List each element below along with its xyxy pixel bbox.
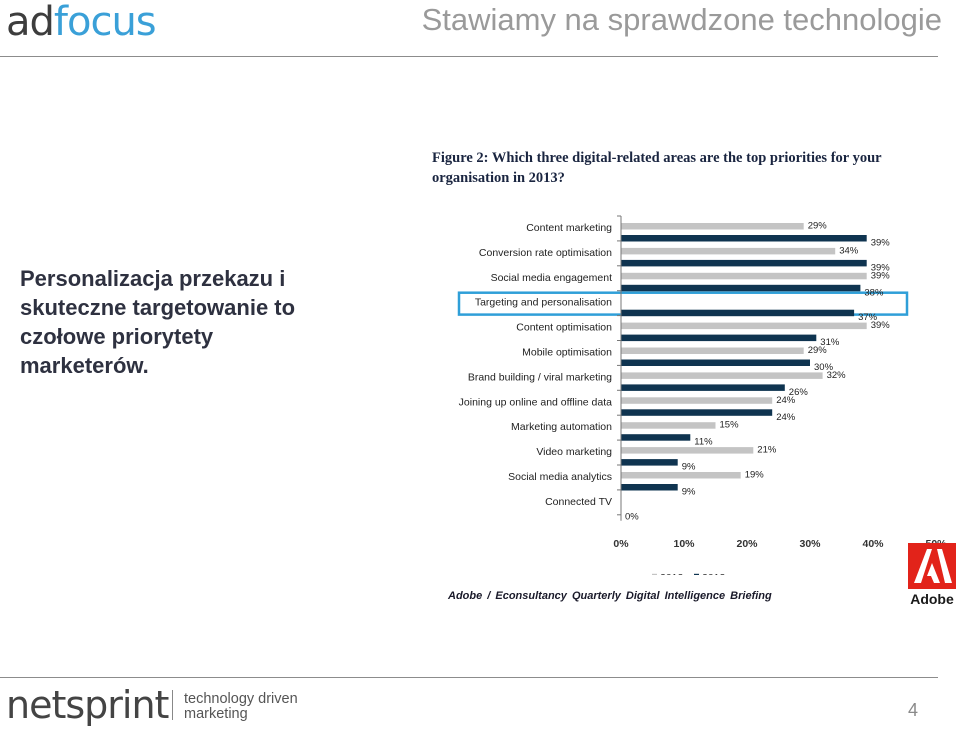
category-label: Marketing automation xyxy=(511,421,612,433)
bar-2013 xyxy=(621,409,773,416)
bar-2012 xyxy=(621,272,867,280)
bar-2013 xyxy=(621,235,867,242)
bar-2012 xyxy=(621,447,754,454)
bar-2012 xyxy=(621,223,804,230)
bar-2013 xyxy=(621,259,867,267)
legend-swatch-2012 xyxy=(652,573,657,575)
data-label-2013: 9% xyxy=(682,487,696,498)
netsprint-logo: netsprint xyxy=(6,683,169,727)
data-label-2013: 37% xyxy=(858,312,878,323)
category-label: Conversion rate optimisation xyxy=(479,247,612,259)
category-label: Joining up online and offline data xyxy=(459,396,613,408)
side-text-line-1: Personalizacja przekazu i xyxy=(20,266,286,291)
adfocus-logo: adfocus xyxy=(6,0,157,45)
legend-swatch-2013 xyxy=(694,573,699,575)
bar-2013 xyxy=(621,359,810,366)
category-label: Content optimisation xyxy=(516,322,612,334)
side-text: Personalizacja przekazu i skuteczne targ… xyxy=(20,264,320,380)
bar-2012 xyxy=(621,397,773,404)
data-label-2013: 9% xyxy=(682,462,696,473)
adfocus-logo-focus: focus xyxy=(53,0,157,45)
figure-title-line-2: organisation in 2013? xyxy=(432,170,565,186)
bar-2013 xyxy=(621,284,861,292)
bar-chart: Content marketing 29% 39% Conversion rate o… xyxy=(457,215,947,575)
figure-title: Figure 2: Which three digital-related ar… xyxy=(432,148,932,188)
bottom-divider xyxy=(0,677,938,678)
figure-title-line-1: Figure 2: Which three digital-related ar… xyxy=(432,150,882,166)
footer-tagline: technology driven marketing xyxy=(184,692,298,722)
legend-label-2013: 2013 xyxy=(702,572,726,575)
x-tick-label: 20% xyxy=(736,538,758,550)
bar-2013 xyxy=(621,309,855,317)
category-label: Video marketing xyxy=(536,446,612,458)
footer-logo-separator xyxy=(172,690,173,720)
x-tick-label: 30% xyxy=(799,538,821,550)
data-label-2013: 24% xyxy=(776,412,796,423)
adobe-logo: Adobe xyxy=(908,543,956,607)
adfocus-logo-ad: ad xyxy=(6,0,55,45)
data-label-2012: 15% xyxy=(720,420,740,431)
category-label: Targeting and personalisation xyxy=(475,297,612,309)
x-tick-label: 40% xyxy=(862,538,884,550)
side-text-line-3: czołowe priorytety xyxy=(20,324,214,349)
legend-label-2012: 2012 xyxy=(660,572,684,575)
category-label: Content marketing xyxy=(526,222,612,234)
data-label-2012: 34% xyxy=(839,245,859,256)
slide-title: Stawiamy na sprawdzone technologie xyxy=(421,2,942,37)
footer-tagline-line-1: technology driven xyxy=(184,691,298,707)
data-label-2013: 11% xyxy=(694,437,713,448)
data-label-2013: 31% xyxy=(820,337,840,348)
x-tick-label: 0% xyxy=(613,538,629,550)
data-label-2012: 19% xyxy=(745,470,765,481)
adobe-logo-left-stroke xyxy=(914,549,932,583)
data-label-2013: 0% xyxy=(625,511,639,522)
adobe-logo-right-stroke xyxy=(937,549,952,583)
bar-2012 xyxy=(621,422,716,429)
category-label: Social media analytics xyxy=(508,471,612,483)
data-label-2012: 29% xyxy=(808,221,828,232)
adobe-logo-center-mark xyxy=(927,563,940,583)
data-label-2012: 39% xyxy=(871,270,891,281)
page-number: 4 xyxy=(908,700,919,720)
bar-2012 xyxy=(621,472,741,479)
data-label-2013: 30% xyxy=(814,362,834,373)
bar-2013 xyxy=(621,484,678,491)
x-tick-label: 10% xyxy=(673,538,695,550)
side-text-line-4: marketerów. xyxy=(20,353,149,378)
data-label-2013: 38% xyxy=(864,287,884,298)
bar-2013 xyxy=(621,434,691,441)
category-label: Connected TV xyxy=(545,496,612,508)
data-label-2012: 39% xyxy=(871,320,891,331)
category-label: Mobile optimisation xyxy=(522,347,612,359)
data-label-2012: 29% xyxy=(808,345,828,356)
bar-2012 xyxy=(621,372,823,379)
top-divider xyxy=(0,56,938,57)
data-label-2013: 39% xyxy=(871,262,891,273)
footer-tagline-line-2: marketing xyxy=(184,706,248,722)
bar-2012 xyxy=(621,322,867,330)
bar-2013 xyxy=(621,459,678,466)
category-label: Social media engagement xyxy=(491,272,612,284)
category-label: Brand building / viral marketing xyxy=(468,371,612,383)
bar-2012 xyxy=(621,247,836,255)
data-label-2013: 39% xyxy=(871,238,891,249)
data-label-2013: 26% xyxy=(789,387,809,398)
bar-2013 xyxy=(621,334,817,342)
bar-2012 xyxy=(621,347,804,354)
bar-2013 xyxy=(621,384,785,391)
data-label-2012: 24% xyxy=(776,395,796,406)
chart-source: Adobe / Econsultancy Quarterly Digital I… xyxy=(448,590,772,602)
data-label-2012: 21% xyxy=(757,445,777,456)
side-text-line-2: skuteczne targetowanie to xyxy=(20,295,296,320)
adobe-logo-text: Adobe xyxy=(910,591,954,607)
data-label-2012: 32% xyxy=(827,370,847,381)
